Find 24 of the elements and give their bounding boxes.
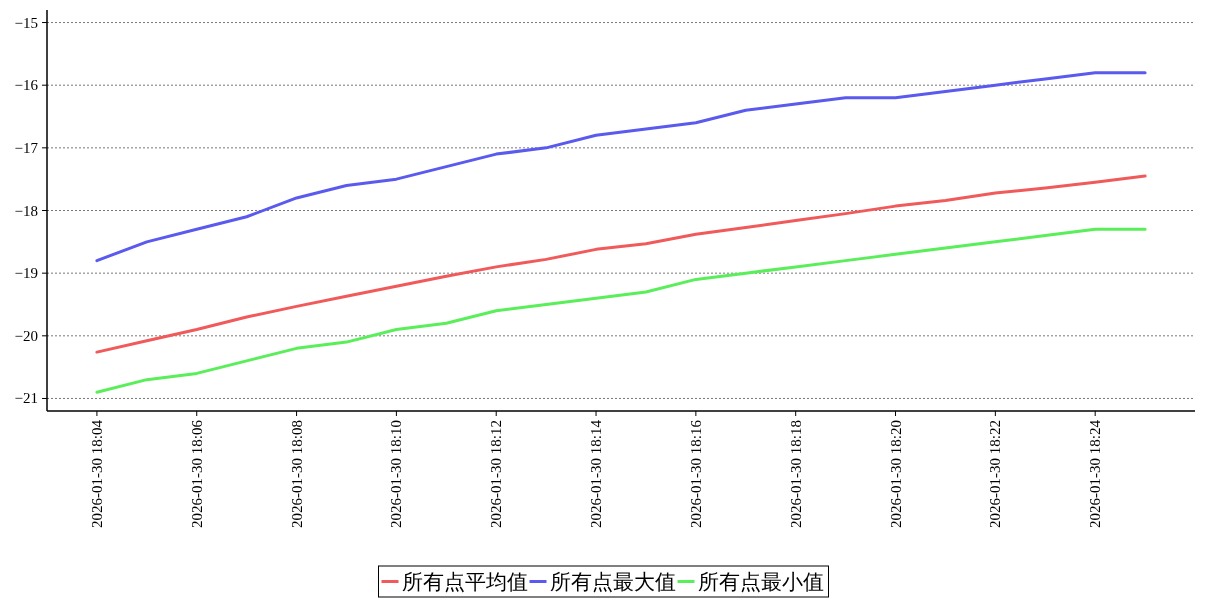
y-tick-label: −20 [14,327,38,344]
legend-label: 所有点平均值 [401,569,528,594]
line-series [95,71,1147,263]
x-tick-label: 2026-01-30 18:10 [388,420,405,528]
x-tick-label: 2026-01-30 18:06 [188,419,205,528]
y-tick-label: −15 [14,14,38,31]
y-tick-label: −18 [14,202,38,219]
line-series [95,227,1147,394]
x-tick-label: 2026-01-30 18:14 [588,419,605,528]
x-tick-label: 2026-01-30 18:18 [787,420,804,528]
y-tick-label: −16 [14,77,39,94]
x-tick-label: 2026-01-30 18:20 [887,420,904,528]
y-tick-label: −21 [14,390,38,407]
x-tick-label: 2026-01-30 18:12 [488,420,505,528]
x-tick-label: 2026-01-30 18:08 [288,420,305,528]
legend-label: 所有点最小值 [697,569,824,594]
y-tick-label: −19 [14,265,38,282]
y-tick-label: −17 [14,139,39,156]
legend-label: 所有点最大值 [549,569,676,594]
x-tick-label: 2026-01-30 18:04 [88,419,105,528]
x-tick-label: 2026-01-30 18:16 [687,419,704,528]
x-tick-label: 2026-01-30 18:24 [1087,419,1104,528]
line-series [95,174,1147,354]
x-tick-label: 2026-01-30 18:22 [987,420,1004,528]
